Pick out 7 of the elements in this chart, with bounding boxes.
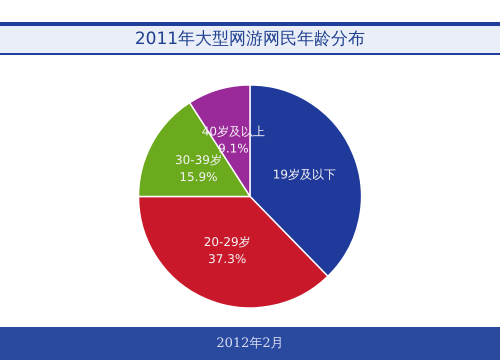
data-label: 37.3% (208, 252, 246, 266)
slice-label: 19岁及以下 (272, 167, 336, 182)
data-label: 15.9% (179, 170, 218, 184)
slice-label: 30-39岁 (174, 152, 222, 167)
text: 2012年2月 (0, 327, 500, 360)
slice-label: 20-29岁 (204, 235, 251, 250)
chart-title: 2011年大型网游网民年龄分布 (0, 22, 500, 55)
